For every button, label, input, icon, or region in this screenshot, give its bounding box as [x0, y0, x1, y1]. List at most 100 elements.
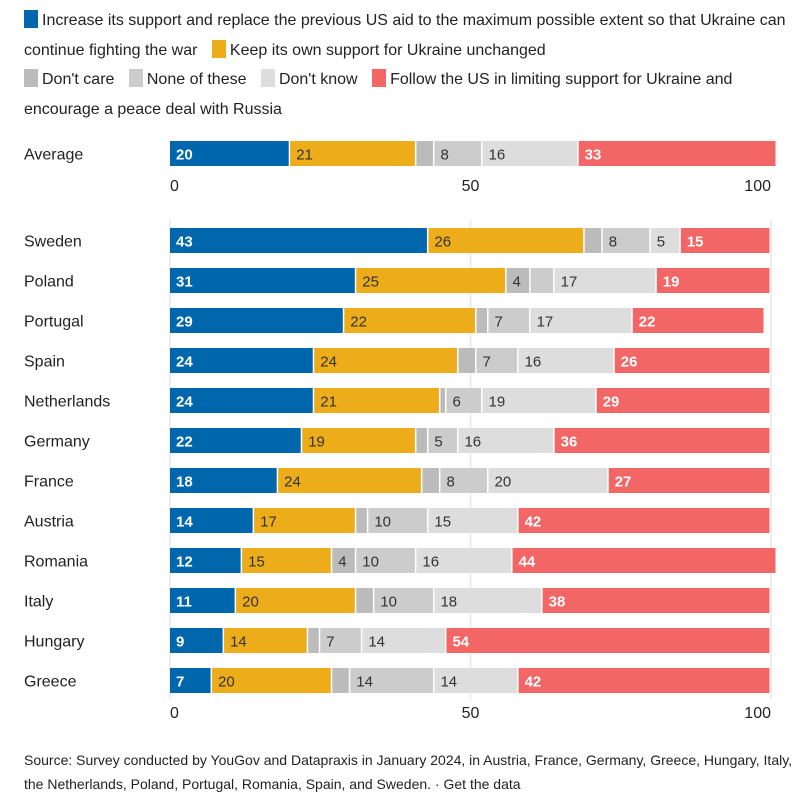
legend-swatch-darkgray	[24, 69, 38, 87]
row-label-average: Average	[24, 147, 83, 164]
data-label: 14	[440, 674, 457, 691]
bar-segment	[578, 141, 776, 166]
source-note: Source: Survey conducted by YouGov and D…	[24, 752, 793, 792]
bar-segment	[632, 308, 764, 333]
bar-segment	[170, 268, 355, 293]
bar-segment	[476, 348, 518, 373]
data-label: 7	[483, 354, 491, 371]
data-label: 6	[452, 394, 460, 411]
row-label-austria: Austria	[24, 514, 74, 531]
data-label: 20	[218, 674, 235, 691]
data-label: 18	[440, 594, 457, 611]
bar-segment	[608, 468, 770, 493]
data-label: 20	[176, 147, 193, 164]
data-label: 16	[464, 434, 481, 451]
data-label: 15	[687, 234, 704, 251]
bar-segment	[428, 228, 584, 253]
bar-segment	[518, 508, 770, 533]
data-label: 24	[320, 354, 337, 371]
bar-segment	[602, 228, 650, 253]
bar-segment	[170, 468, 277, 493]
bar-segment	[242, 548, 331, 573]
legend-item-dont-care: Don't care	[24, 69, 114, 88]
x-tick-label: 50	[462, 705, 480, 722]
legend-item-dont-know: Don't know	[260, 69, 358, 88]
data-label: 7	[326, 634, 334, 651]
data-label: 20	[495, 474, 512, 491]
row-label-germany: Germany	[24, 434, 90, 451]
data-label: 5	[657, 234, 665, 251]
data-label: 54	[452, 634, 469, 651]
data-label: 18	[176, 474, 193, 491]
x-tick-label: 50	[462, 178, 480, 195]
legend-swatch-blue	[24, 10, 38, 28]
bar-segment	[680, 228, 770, 253]
bar-segment	[254, 508, 355, 533]
bar-segment	[170, 428, 301, 453]
data-label: 36	[561, 434, 578, 451]
bar-segment	[170, 348, 313, 373]
data-label: 14	[230, 634, 247, 651]
data-label: 20	[242, 594, 259, 611]
bar-segment	[614, 348, 770, 373]
bar-segment	[530, 268, 554, 293]
data-label: 15	[248, 554, 265, 571]
data-label: 29	[176, 314, 193, 331]
legend-swatch-lightgray	[260, 69, 275, 87]
data-label: 19	[489, 394, 506, 411]
bar-segment	[356, 268, 506, 293]
data-label: 42	[525, 674, 542, 691]
chart-footer: Source: Survey conducted by YouGov and D…	[24, 748, 794, 796]
data-label: 33	[585, 147, 602, 164]
data-label: 9	[176, 634, 184, 651]
bar-segment	[236, 588, 355, 613]
legend-label: Follow the US in limiting support for Uk…	[24, 71, 733, 118]
data-label: 24	[176, 394, 193, 411]
bar-segment	[416, 548, 512, 573]
bar-segment	[170, 308, 343, 333]
bar-segment	[482, 141, 578, 166]
bar-segment	[368, 508, 427, 533]
bar-segment	[332, 668, 349, 693]
legend-item-increase-support: Increase its support and replace the pre…	[24, 10, 786, 59]
bar-segment	[530, 308, 632, 333]
bar-segment	[422, 468, 439, 493]
bar-segment	[170, 668, 211, 693]
data-label: 22	[639, 314, 656, 331]
data-label: 14	[356, 674, 373, 691]
footer-separator: ·	[431, 776, 444, 792]
bar-segment	[434, 141, 482, 166]
data-label: 25	[362, 274, 379, 291]
legend-item-keep-support: Keep its own support for Ukraine unchang…	[211, 39, 546, 59]
bar-segment	[224, 628, 307, 653]
data-label: 14	[368, 634, 385, 651]
get-the-data-link[interactable]: Get the data	[443, 776, 521, 792]
bar-segment	[446, 388, 482, 413]
bar-segment	[584, 228, 602, 253]
bar-segment	[512, 548, 776, 573]
bar-segment	[170, 588, 235, 613]
bar-segment	[434, 588, 542, 613]
legend-swatch-yellow	[211, 39, 226, 58]
x-tick-label: 100	[744, 705, 771, 722]
bar-segment	[170, 628, 223, 653]
row-label-hungary: Hungary	[24, 634, 84, 651]
data-label: 4	[338, 554, 346, 571]
bar-segment	[320, 628, 361, 653]
row-label-sweden: Sweden	[24, 234, 82, 251]
bar-segment	[374, 588, 433, 613]
bar-segment	[554, 428, 770, 453]
bar-segment	[518, 668, 770, 693]
bar-segment	[350, 668, 433, 693]
legend-swatch-midgray	[128, 69, 143, 87]
data-label: 7	[176, 674, 184, 691]
bar-segment	[344, 308, 476, 333]
bar-segment	[458, 428, 554, 453]
data-label: 16	[422, 554, 439, 571]
data-label: 5	[434, 434, 442, 451]
data-label: 7	[495, 314, 503, 331]
bar-segment	[290, 141, 415, 166]
bar-segment	[650, 228, 680, 253]
bar-segment	[170, 508, 253, 533]
